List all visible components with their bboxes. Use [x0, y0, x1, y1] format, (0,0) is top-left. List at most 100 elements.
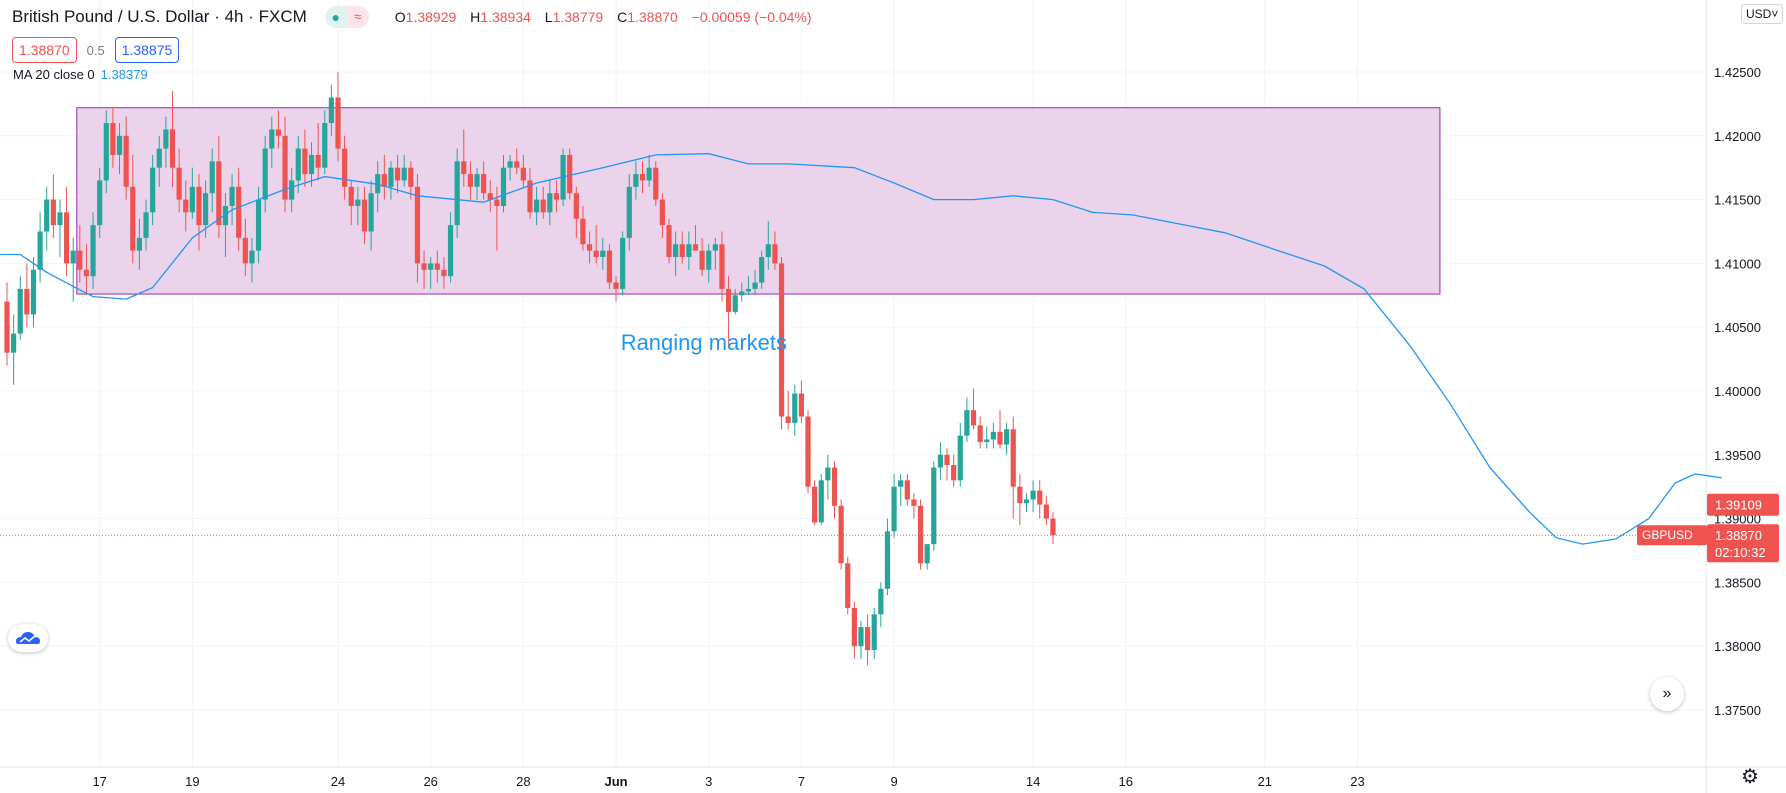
high-label: H	[470, 9, 481, 25]
candle	[1043, 495, 1049, 525]
candle-body	[997, 431, 1003, 445]
candle-body	[401, 167, 407, 181]
candle-body	[481, 174, 487, 194]
scroll-forward-icon[interactable]: »	[1650, 677, 1684, 711]
candle	[639, 161, 646, 194]
candle-body	[487, 193, 493, 200]
candle-body	[931, 467, 937, 545]
candle	[659, 193, 665, 238]
candle-body	[1004, 429, 1010, 445]
candle-body	[110, 123, 116, 155]
candle-body	[322, 123, 328, 168]
candle	[1004, 422, 1010, 455]
candle-body	[759, 257, 765, 283]
symbol-title[interactable]: British Pound / U.S. Dollar · 4h · FXCM	[12, 7, 307, 26]
currency-dropdown[interactable]: USD˅	[1741, 4, 1784, 24]
ranging-market-box[interactable]	[76, 107, 1441, 295]
candle	[977, 416, 983, 449]
candle	[540, 186, 546, 219]
candle-body	[1050, 518, 1056, 536]
time-tick-label: 26	[423, 774, 437, 789]
candle-body	[593, 250, 599, 258]
candle	[487, 180, 493, 213]
candle-body	[249, 250, 255, 264]
candle-body	[222, 205, 229, 226]
candle	[1050, 512, 1056, 545]
candle-body	[646, 167, 652, 181]
candle-body	[1037, 490, 1043, 505]
time-tick-label: 21	[1258, 774, 1272, 789]
candle-body	[639, 174, 646, 181]
candle	[653, 161, 659, 206]
indicator-status-icon[interactable]: ●	[324, 6, 347, 28]
candle	[1010, 416, 1016, 519]
status-pill[interactable]: ● ≈	[324, 6, 369, 28]
candle-body	[50, 199, 56, 226]
candle	[580, 205, 586, 251]
candle-body	[229, 186, 235, 206]
candle	[970, 388, 977, 430]
price-tick-label: 1.39500	[1714, 448, 1761, 463]
candle-body	[44, 199, 50, 232]
candle	[17, 276, 23, 340]
candle	[110, 107, 116, 168]
candle-body	[666, 225, 672, 258]
candle-body	[865, 627, 871, 651]
candle-body	[613, 282, 619, 289]
candle-body	[17, 288, 23, 334]
candle-body	[878, 588, 884, 615]
candle-body	[692, 244, 699, 251]
sell-price-button[interactable]: 1.38870	[12, 37, 77, 63]
candle	[931, 461, 937, 551]
cloud-logo-graphic	[16, 632, 40, 644]
candle	[884, 518, 891, 596]
candle-body	[620, 237, 626, 289]
chart-header: British Pound / U.S. Dollar · 4h · FXCM …	[12, 6, 822, 28]
candle	[620, 231, 626, 296]
candle	[441, 257, 447, 289]
candle-body	[275, 129, 282, 136]
candle	[1023, 493, 1030, 513]
candle	[156, 135, 162, 187]
candle	[606, 244, 613, 289]
candle-body	[381, 174, 387, 187]
candle-body	[474, 174, 480, 187]
close-value: 1.38870	[627, 9, 678, 25]
candle	[481, 161, 487, 200]
candle-body	[606, 250, 613, 283]
candle-body	[342, 148, 348, 187]
candle	[216, 135, 222, 238]
candle	[37, 212, 43, 283]
candle	[50, 174, 56, 238]
indicator-legend[interactable]: MA 20 close 0 1.38379	[13, 67, 148, 82]
buy-price-button[interactable]: 1.38875	[114, 37, 180, 63]
candle	[57, 199, 63, 258]
candle	[328, 84, 334, 136]
candle	[686, 231, 692, 270]
candle-body	[467, 174, 473, 187]
candle-body	[77, 250, 83, 270]
candle	[567, 148, 573, 200]
candle	[143, 199, 149, 251]
price-tags: 1.39109 GBPUSD 1.38870 02:10:32	[1637, 493, 1779, 563]
candle	[778, 257, 785, 430]
candle-body	[441, 269, 447, 277]
candle-body	[97, 180, 103, 226]
last-price-value: 1.38870	[1715, 528, 1762, 543]
candle-body	[315, 154, 321, 168]
candle-body	[653, 167, 659, 200]
candle-body	[752, 282, 758, 289]
bar-countdown: 02:10:32	[1715, 545, 1766, 560]
time-tick-label: 23	[1350, 774, 1364, 789]
tradingview-logo-icon[interactable]	[8, 624, 48, 652]
candle	[414, 174, 421, 283]
wave-icon[interactable]: ≈	[346, 6, 369, 28]
candle	[752, 269, 758, 296]
settings-gear-icon[interactable]: ⚙	[1741, 766, 1759, 788]
candle	[759, 250, 765, 289]
open-label: O	[394, 9, 406, 25]
candle	[593, 225, 599, 264]
candle	[461, 129, 467, 187]
candle-body	[150, 167, 156, 213]
